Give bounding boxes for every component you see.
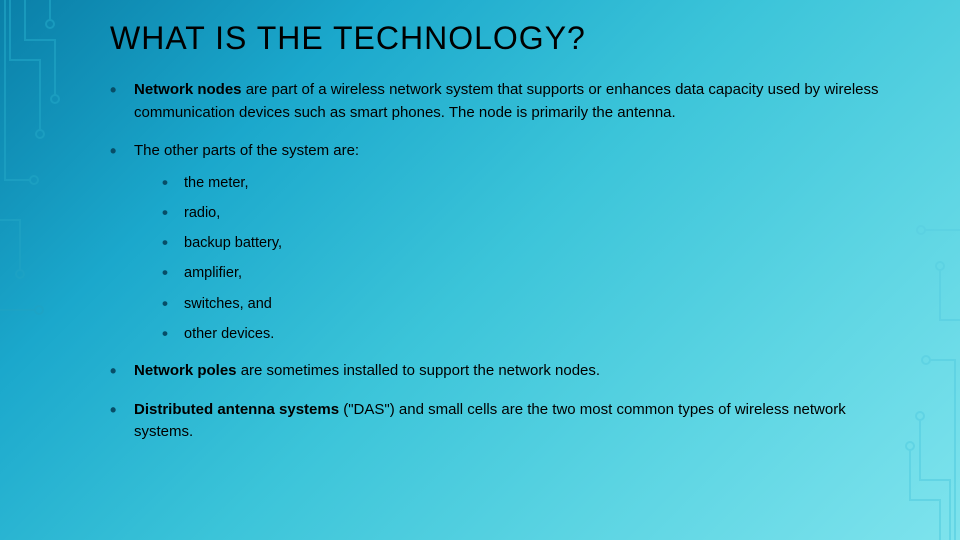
sub-list-item: amplifier, bbox=[162, 263, 900, 283]
bullet-list: Network nodes are part of a wireless net… bbox=[110, 79, 900, 444]
list-item: Network nodes are part of a wireless net… bbox=[110, 79, 900, 124]
bold-lead: Network poles bbox=[134, 362, 237, 379]
sub-list-item: radio, bbox=[162, 203, 900, 223]
sub-list-item: the meter, bbox=[162, 173, 900, 193]
list-item: The other parts of the system are: the m… bbox=[110, 140, 900, 344]
sub-bullet-list: the meter, radio, backup battery, amplif… bbox=[162, 173, 900, 345]
item-text: are sometimes installed to support the n… bbox=[237, 362, 601, 379]
sub-list-item: backup battery, bbox=[162, 233, 900, 253]
bold-lead: Distributed antenna systems bbox=[134, 401, 339, 418]
item-text: The other parts of the system are: bbox=[134, 142, 359, 159]
list-item: Distributed antenna systems ("DAS") and … bbox=[110, 399, 900, 444]
sub-list-item: switches, and bbox=[162, 294, 900, 314]
bold-lead: Network nodes bbox=[134, 81, 242, 98]
slide-title: WHAT IS THE TECHNOLOGY? bbox=[110, 20, 900, 57]
item-text: are part of a wireless network system th… bbox=[134, 81, 879, 121]
sub-list-item: other devices. bbox=[162, 324, 900, 344]
list-item: Network poles are sometimes installed to… bbox=[110, 360, 900, 383]
slide-content: WHAT IS THE TECHNOLOGY? Network nodes ar… bbox=[0, 0, 960, 480]
